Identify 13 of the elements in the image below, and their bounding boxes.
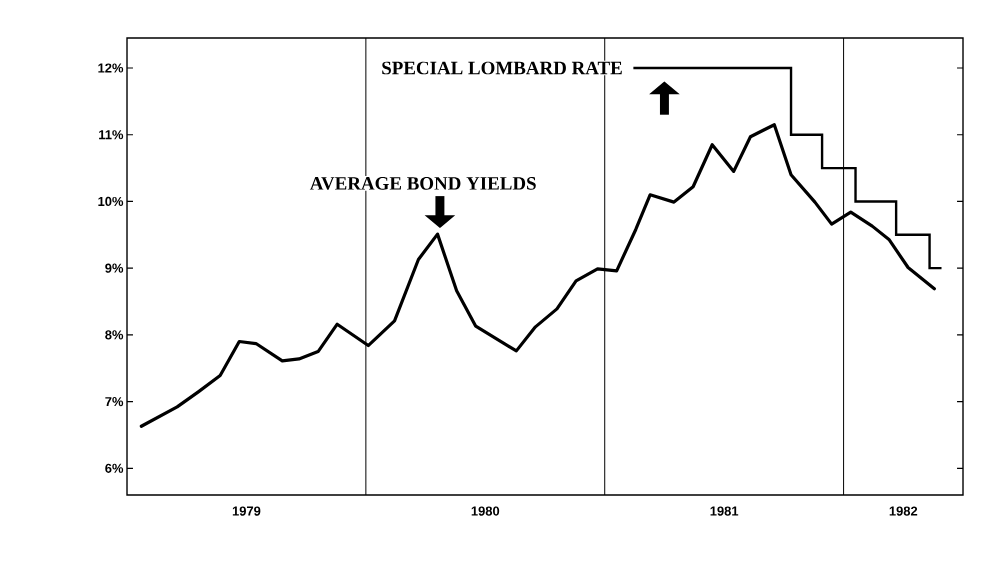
y-tick-label: 11% — [99, 130, 124, 140]
y-tick-label: 10% — [98, 196, 124, 207]
text: AVERAGE BOND YIELDS — [309, 177, 536, 190]
x-tick-label: 1981 — [710, 506, 739, 516]
x-tick-label: 1980 — [471, 506, 500, 516]
y-tick-label: 12% — [98, 63, 124, 73]
y-tick-label: 8% — [105, 330, 124, 340]
series-label: SPECIAL LOMBARD RATE — [382, 61, 622, 75]
y-tick-label: 6% — [105, 463, 124, 473]
y-tick-label: 7% — [105, 397, 124, 407]
y-tick-label: 9% — [105, 263, 124, 273]
x-tick-label: 1979 — [232, 506, 261, 516]
x-tick-label: 1982 — [889, 506, 918, 516]
